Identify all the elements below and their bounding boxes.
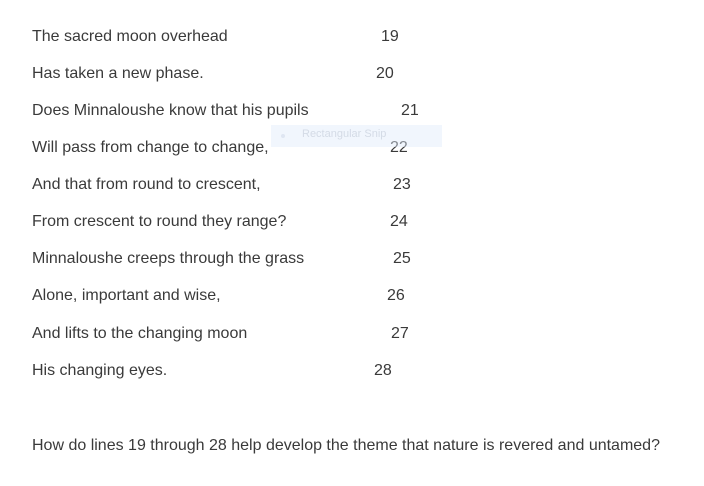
poem-line: Minnaloushe creeps through the grass <box>32 250 305 267</box>
poem-line: And that from round to crescent, <box>32 176 261 193</box>
poem-line: Alone, important and wise, <box>32 287 221 304</box>
line-number: 19 <box>381 28 399 45</box>
poem-line: And lifts to the changing moon <box>32 325 248 342</box>
poem-line: His changing eyes. <box>32 362 168 379</box>
poem-line: The sacred moon overhead <box>32 28 228 45</box>
line-number: 25 <box>393 250 411 267</box>
line-number: 23 <box>393 176 411 193</box>
snip-label: Rectangular Snip <box>302 128 387 140</box>
line-number: 21 <box>401 102 419 119</box>
line-number: 24 <box>390 213 408 230</box>
poem-line: Does Minnaloushe know that his pupils <box>32 102 309 119</box>
line-number: 20 <box>376 65 394 82</box>
snip-icon <box>281 134 285 138</box>
line-number: 28 <box>374 362 392 379</box>
rectangular-snip-overlay: Rectangular Snip <box>271 125 442 147</box>
question-text: How do lines 19 through 28 help develop … <box>32 437 660 454</box>
line-number: 22 <box>390 139 408 156</box>
line-number: 27 <box>391 325 409 342</box>
poem-line: Has taken a new phase. <box>32 65 204 82</box>
line-number: 26 <box>387 287 405 304</box>
poem-line: From crescent to round they range? <box>32 213 287 230</box>
poem-line: Will pass from change to change, <box>32 139 269 156</box>
